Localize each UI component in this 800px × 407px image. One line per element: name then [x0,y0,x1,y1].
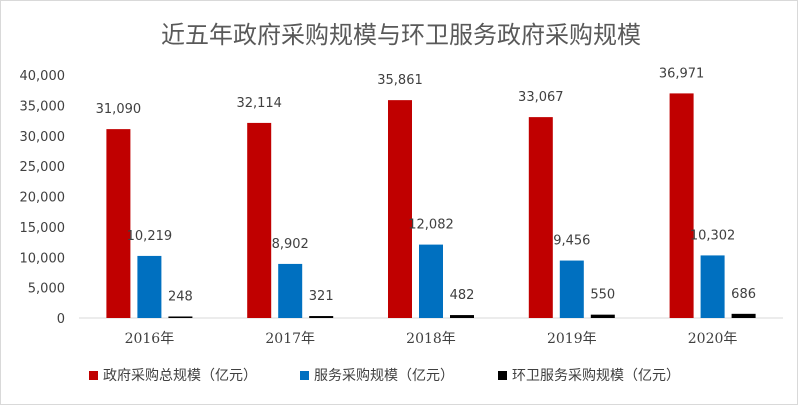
bar-series-2-1 [309,316,334,318]
legend-label: 环卫服务采购规模（亿元） [512,368,680,384]
bar-series-1-3 [559,260,584,318]
data-label: 33,067 [518,90,564,105]
data-label: 686 [731,287,756,302]
legend-label: 政府采购总规模（亿元） [103,368,257,384]
legend: 政府采购总规模（亿元） 服务采购规模（亿元） 环卫服务采购规模（亿元） [89,368,680,384]
bar-series-1-4 [700,255,725,318]
y-tick-label: 30,000 [20,130,66,145]
data-label: 12,082 [408,218,454,233]
data-label: 248 [168,289,193,304]
bar-series-1-2 [419,244,443,318]
bars-group: 31,090 32,114 35,861 33,067 36,971 10,219 8,90… [96,66,756,319]
bar-series-0-4 [669,93,694,318]
data-label: 482 [450,288,475,303]
y-tick-label: 10,000 [20,251,66,266]
x-tick-label: 2020年 [688,331,738,347]
bar-series-0-0 [106,129,131,318]
data-label: 321 [309,289,334,304]
data-label: 31,090 [96,102,142,117]
data-label: 8,902 [272,237,309,252]
chart-title: 近五年政府采购规模与环卫服务政府采购规模 [161,21,641,49]
x-tick-label: 2019年 [547,331,597,347]
y-axis: 0 5,000 10,000 15,000 20,000 25,000 30,000 35,0… [20,69,66,327]
bar-series-1-1 [278,263,303,318]
y-tick-label: 20,000 [20,191,66,206]
data-label: 35,861 [377,73,423,88]
bar-series-0-2 [388,100,412,318]
data-label: 36,971 [659,66,705,81]
bar-series-0-1 [247,122,272,319]
legend-swatch [498,371,507,380]
legend-swatch [300,371,309,380]
bar-series-2-4 [731,313,756,318]
legend-swatch [89,371,98,380]
x-axis: 2016年 2017年 2018年 2019年 2020年 [125,331,738,347]
y-tick-label: 5,000 [28,282,65,297]
data-label: 550 [590,288,615,303]
y-tick-label: 25,000 [20,160,66,175]
data-label: 10,219 [127,229,173,244]
data-label: 32,114 [236,96,282,111]
x-tick-label: 2016年 [125,331,175,347]
y-tick-label: 35,000 [20,99,66,114]
bar-series-0-3 [528,117,553,318]
bar-series-2-0 [168,316,193,318]
bar-series-1-0 [137,255,162,318]
legend-label: 服务采购规模（亿元） [314,368,454,384]
bar-series-2-2 [450,315,474,318]
data-label: 10,302 [690,228,736,243]
y-tick-label: 15,000 [20,221,66,236]
x-tick-label: 2018年 [406,331,456,347]
data-label: 9,456 [553,234,590,249]
y-tick-label: 0 [57,312,65,327]
x-tick-label: 2017年 [265,331,315,347]
bar-series-2-3 [590,314,615,318]
y-tick-label: 40,000 [20,69,66,84]
